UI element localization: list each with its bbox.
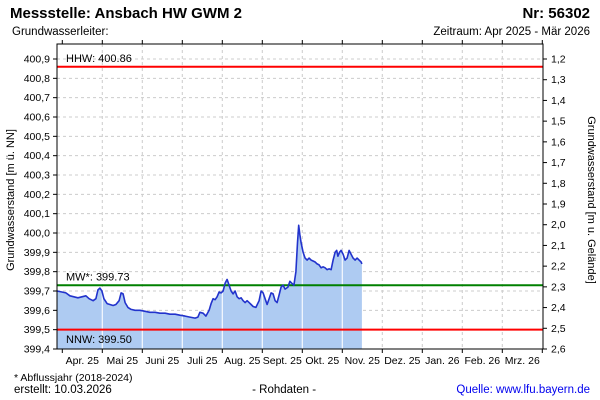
- rohdaten-label: - Rohdaten -: [252, 384, 317, 396]
- svg-text:399,8: 399,8: [24, 266, 50, 278]
- svg-text:400,1: 400,1: [24, 208, 50, 220]
- y-left-axis: 400,9 400,8 400,7 400,6 400,5 400,4 400,3 400,2…: [5, 54, 57, 356]
- svg-text:400,0: 400,0: [24, 228, 50, 240]
- svg-text:1,2: 1,2: [551, 54, 566, 66]
- month-label: Juni 25: [145, 355, 179, 367]
- created-date: erstellt: 10.03.2026: [14, 384, 112, 396]
- reference-lines: HHW: 400.86 MW*: 399.73 NNW: 399.50: [57, 53, 543, 346]
- month-label: Okt. 25: [305, 355, 339, 367]
- svg-text:400,2: 400,2: [24, 189, 50, 201]
- svg-text:1,7: 1,7: [551, 157, 566, 169]
- svg-text:399,4: 399,4: [24, 344, 50, 356]
- svg-text:1,5: 1,5: [551, 116, 566, 128]
- svg-text:400,6: 400,6: [24, 112, 50, 124]
- x-axis: Apr. 25 Mai 25 Juni 25 Juli 25 Aug. 25 Sept. …: [61, 40, 543, 367]
- svg-text:1,6: 1,6: [551, 136, 566, 148]
- svg-text:2,0: 2,0: [551, 219, 566, 231]
- svg-text:1,3: 1,3: [551, 74, 566, 86]
- header-row: Messstelle: Ansbach HW GWM 2 Nr: 56302: [10, 5, 590, 22]
- station-title: Messstelle: Ansbach HW GWM 2: [10, 5, 242, 22]
- svg-text:400,5: 400,5: [24, 131, 50, 143]
- footer-row: erstellt: 10.03.2026 - Rohdaten - Quelle…: [14, 384, 590, 396]
- svg-text:2,5: 2,5: [551, 323, 566, 335]
- svg-text:400,9: 400,9: [24, 54, 50, 66]
- refline-label-nnw: NNW: 399.50: [66, 334, 132, 346]
- svg-text:Grundwasserstand [m ü. NN]: Grundwasserstand [m ü. NN]: [5, 129, 17, 271]
- svg-text:Grundwasserstand [m u. Gelände: Grundwasserstand [m u. Gelände]: [585, 116, 597, 284]
- svg-text:1,9: 1,9: [551, 199, 566, 211]
- month-label: Sept. 25: [263, 355, 302, 367]
- month-label: Aug. 25: [224, 355, 260, 367]
- svg-text:1,8: 1,8: [551, 178, 566, 190]
- month-label: Nov. 25: [345, 355, 381, 367]
- refline-label-hhw: HHW: 400.86: [66, 53, 132, 65]
- svg-text:400,7: 400,7: [24, 92, 50, 104]
- period-label: Zeitraum: Apr 2025 - Mär 2026: [433, 26, 590, 38]
- y-right-axis: 1,2 1,3 1,4 1,5 1,6 1,7 1,8 1,9 2,0 2,1 2,2 2,3 2,4 2…: [543, 54, 597, 356]
- svg-text:2,4: 2,4: [551, 302, 566, 314]
- month-label: Dez. 25: [384, 355, 420, 367]
- month-label: Juli 25: [187, 355, 218, 367]
- month-label: Apr. 25: [66, 355, 99, 367]
- abflussjahr-note: * Abflussjahr (2018-2024): [14, 372, 133, 384]
- svg-text:400,8: 400,8: [24, 73, 50, 85]
- svg-text:399,7: 399,7: [24, 286, 50, 298]
- svg-text:1,4: 1,4: [551, 95, 566, 107]
- subheader-row: Grundwasserleiter: Zeitraum: Apr 2025 - …: [12, 26, 590, 38]
- station-number: Nr: 56302: [522, 5, 590, 22]
- svg-text:400,4: 400,4: [24, 150, 50, 162]
- svg-text:400,3: 400,3: [24, 170, 50, 182]
- month-label: Mrz. 26: [505, 355, 540, 367]
- month-label: Jan. 26: [425, 355, 460, 367]
- series-line: [56, 224, 363, 319]
- month-label: Mai 25: [107, 355, 139, 367]
- series-area: [57, 225, 362, 349]
- refline-label-mw: MW*: 399.73: [66, 272, 130, 284]
- plot-frame: [56, 43, 544, 350]
- svg-text:399,9: 399,9: [24, 247, 50, 259]
- svg-text:399,5: 399,5: [24, 324, 50, 336]
- month-label: Feb. 26: [464, 355, 500, 367]
- svg-text:2,6: 2,6: [551, 344, 566, 356]
- aquifer-label: Grundwasserleiter:: [12, 26, 109, 38]
- svg-text:2,2: 2,2: [551, 261, 566, 273]
- svg-text:2,3: 2,3: [551, 281, 566, 293]
- svg-text:2,1: 2,1: [551, 240, 566, 252]
- source-link[interactable]: Quelle: www.lfu.bayern.de: [456, 384, 590, 396]
- svg-text:399,6: 399,6: [24, 305, 50, 317]
